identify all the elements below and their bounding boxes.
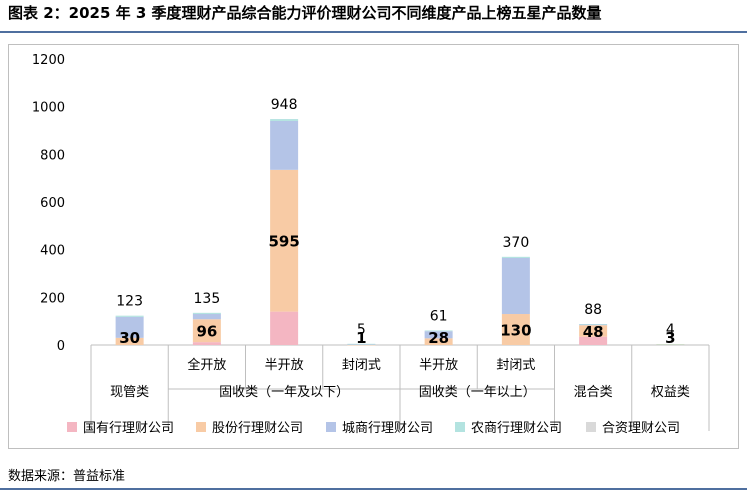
bar-segment	[192, 312, 221, 315]
data-label: 1	[356, 329, 366, 347]
bar-segment	[347, 344, 376, 346]
x-group-label: 现管类	[110, 385, 149, 400]
x-tick-label: 封闭式	[496, 358, 535, 373]
bar-segment	[192, 342, 221, 345]
total-label: 135	[194, 291, 221, 307]
legend-swatch	[586, 422, 596, 432]
bar-segment	[347, 344, 376, 345]
y-tick-label: 1200	[32, 53, 65, 68]
bar-segment	[424, 330, 453, 332]
bar-segment	[347, 343, 376, 345]
bar-segment	[115, 315, 144, 317]
bar-segment	[656, 344, 685, 345]
total-label: 5	[357, 322, 366, 338]
data-label: 28	[428, 329, 449, 347]
legend-entry: 股份行理财公司	[212, 421, 303, 436]
bar-segment	[579, 336, 608, 345]
bar-segment	[270, 169, 299, 312]
data-label: 595	[268, 233, 299, 251]
x-group-label: 混合类	[574, 385, 613, 400]
bar-segment	[501, 256, 530, 259]
bar-segment	[424, 331, 453, 339]
data-label: 3	[665, 329, 675, 347]
total-label: 948	[271, 97, 298, 113]
bar-segment	[579, 324, 608, 325]
data-label: 96	[196, 323, 217, 341]
bar-segment	[579, 325, 608, 337]
legend-swatch	[326, 422, 336, 432]
legend-swatch	[67, 422, 77, 432]
x-group-label: 固收类（一年及以下）	[219, 385, 349, 400]
bar-segment	[270, 120, 299, 170]
chart-frame: 0 200 400 600 800 1000 1200 123 30 135 96 948 595 5 1 6…	[8, 44, 739, 449]
x-tick-label: 封闭式	[342, 358, 381, 373]
legend-entry: 合资理财公司	[602, 421, 680, 436]
legend-entry: 农商行理财公司	[471, 421, 562, 436]
chart-title: 图表 2：2025 年 3 季度理财产品综合能力评价理财公司不同维度产品上榜五星…	[8, 4, 602, 22]
legend-entry: 国有行理财公司	[83, 421, 174, 436]
bar-segment	[579, 324, 608, 326]
bar-segment	[501, 258, 530, 315]
bar-segment	[424, 338, 453, 345]
bar-segment	[115, 316, 144, 338]
bar-segment	[270, 311, 299, 345]
bar-segment	[192, 314, 221, 320]
bar-segment	[270, 119, 299, 121]
total-label: 370	[503, 235, 530, 251]
y-tick-label: 1000	[32, 101, 65, 116]
total-label: 61	[430, 308, 448, 324]
x-group-label: 权益类	[651, 384, 690, 400]
x-group-label: 固收类（一年以上）	[419, 385, 536, 400]
total-label: 4	[666, 322, 675, 338]
data-label: 48	[583, 323, 604, 341]
data-label: 130	[500, 322, 531, 340]
total-label: 88	[584, 302, 602, 318]
legend-entry: 城商行理财公司	[342, 421, 433, 436]
x-tick-label: 半开放	[265, 358, 304, 373]
total-label: 123	[116, 294, 143, 310]
y-tick-label: 600	[40, 196, 65, 211]
data-source-note: 数据来源：普益标准	[8, 469, 126, 484]
data-label: 30	[119, 329, 140, 347]
y-tick-label: 400	[40, 244, 65, 259]
bar-segment	[192, 319, 221, 343]
title-divider	[0, 31, 747, 33]
bar-segment	[501, 314, 530, 345]
y-tick-label: 0	[57, 339, 65, 354]
y-tick-label: 200	[40, 291, 65, 306]
stacked-bar-chart: 0 200 400 600 800 1000 1200 123 30 135 96 948 595 51 6…	[32, 53, 710, 436]
legend-swatch	[196, 422, 206, 432]
legend-swatch	[455, 422, 465, 432]
x-tick-label: 半开放	[419, 358, 458, 373]
bar-segment	[115, 337, 144, 345]
y-tick-label: 800	[40, 148, 65, 163]
bottom-divider	[0, 488, 747, 490]
x-tick-label: 全开放	[187, 357, 226, 373]
